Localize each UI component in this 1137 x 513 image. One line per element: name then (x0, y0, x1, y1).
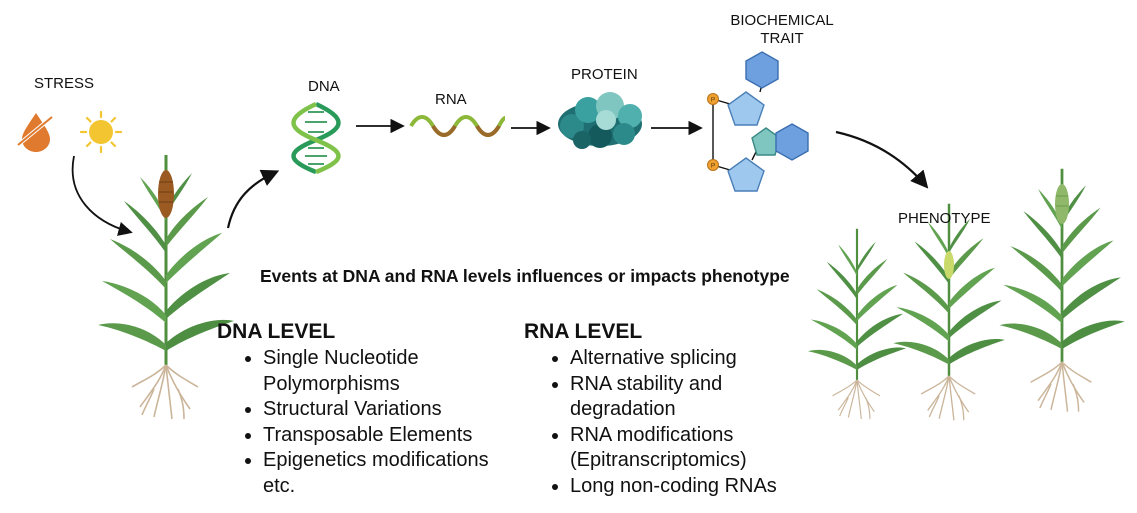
dna-level-list: Single Nucleotide Polymorphisms Structur… (217, 346, 517, 499)
phenotype-plant-small (806, 227, 908, 420)
list-item: Long non-coding RNAs (570, 474, 814, 500)
phosphate-top-icon (707, 93, 719, 105)
list-item: Single Nucleotide Polymorphisms (263, 346, 517, 397)
phosphate-label-top: P (711, 97, 715, 104)
panicle (158, 170, 174, 218)
list-item: Alternative splicing (570, 346, 814, 372)
list-item: Structural Variations (263, 397, 517, 423)
phosphate-bottom-icon (707, 159, 719, 171)
rna-strand-icon (409, 115, 506, 137)
sun-icon (79, 110, 123, 154)
trait-to-phenotype-arrow (835, 130, 929, 189)
dna-level-title: DNA LEVEL (217, 320, 336, 343)
stress-label: STRESS (34, 75, 95, 92)
phenotype-plant-large (998, 167, 1126, 414)
rna-level-title: RNA LEVEL (524, 320, 643, 343)
plant-to-dna-arrow (226, 169, 280, 229)
list-item: RNA modifications (Epitranscriptomics) (570, 423, 814, 474)
protein-label: PROTEIN (571, 66, 638, 83)
dna-label: DNA (308, 78, 340, 95)
list-item: Transposable Elements (263, 423, 517, 449)
headline: Events at DNA and RNA levels influences … (260, 266, 790, 286)
phosphate-label-bottom: P (711, 163, 715, 170)
dna-level-section: DNA LEVEL Single Nucleotide Polymorphism… (217, 320, 517, 499)
rna-level-section: RNA LEVEL Alternative splicing RNA stabi… (524, 320, 814, 499)
stress-to-plant-arrow (71, 155, 133, 236)
list-item: RNA stability and degradation (570, 372, 814, 423)
water-stress-icon (16, 113, 54, 152)
rna-label: RNA (435, 91, 467, 108)
list-item: Epigenetics modifications etc. (263, 448, 517, 499)
biochemical-trait-label: BIOCHEMICAL TRAIT (730, 12, 834, 47)
biochemical-molecule-icon: P P (707, 51, 809, 192)
protein-icon (558, 92, 642, 149)
dna-helix-icon (291, 101, 341, 175)
rna-level-list: Alternative splicing RNA stability and d… (524, 346, 814, 499)
phenotype-plant-medium (892, 202, 1006, 422)
phenotype-label: PHENOTYPE (898, 210, 991, 227)
stressed-plant (96, 153, 236, 421)
